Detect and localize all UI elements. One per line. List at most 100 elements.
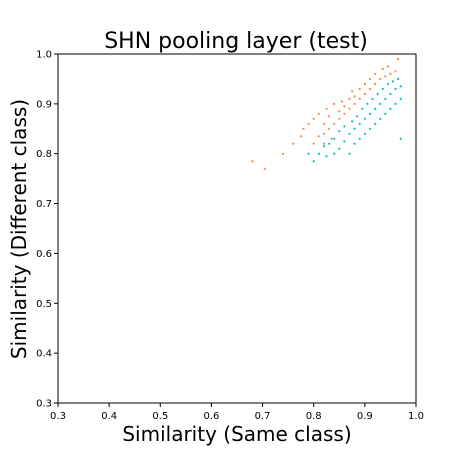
scatter-point bbox=[312, 142, 315, 145]
scatter-point bbox=[322, 132, 325, 135]
scatter-point bbox=[356, 115, 359, 118]
scatter-point bbox=[376, 92, 379, 95]
scatter-point bbox=[358, 87, 361, 90]
y-axis-ticks: 0.3 0.4 0.5 0.6 0.7 0.8 0.9 1.0 bbox=[36, 50, 58, 410]
scatter-point bbox=[386, 65, 389, 68]
scatter-point bbox=[358, 122, 361, 125]
x-tick-label: 0.4 bbox=[101, 411, 117, 422]
scatter-point bbox=[363, 132, 366, 135]
scatter-point bbox=[338, 147, 341, 150]
scatter-point bbox=[394, 102, 397, 105]
scatter-point bbox=[292, 142, 295, 145]
scatter-point bbox=[333, 152, 336, 155]
scatter-point bbox=[353, 95, 356, 98]
scatter-point bbox=[317, 152, 320, 155]
y-tick-label: 0.6 bbox=[36, 249, 52, 260]
x-tick-label: 0.6 bbox=[203, 411, 219, 422]
scatter-point bbox=[363, 92, 366, 95]
scatter-point bbox=[368, 127, 372, 130]
x-tick-label: 0.5 bbox=[152, 411, 168, 422]
scatter-point bbox=[361, 107, 364, 110]
scatter-point bbox=[343, 105, 346, 108]
y-tick-label: 1.0 bbox=[36, 50, 52, 61]
scatter-point bbox=[381, 87, 384, 90]
scatter-point bbox=[397, 57, 400, 61]
scatter-point bbox=[330, 137, 333, 140]
scatter-point bbox=[322, 142, 325, 145]
y-tick-label: 0.4 bbox=[36, 349, 52, 360]
scatter-point bbox=[328, 142, 331, 145]
scatter-point bbox=[302, 127, 305, 130]
y-tick-label: 0.9 bbox=[36, 99, 52, 110]
scatter-point bbox=[338, 110, 341, 113]
scatter-point bbox=[381, 67, 384, 71]
scatter-point bbox=[363, 82, 366, 85]
scatter-point bbox=[317, 112, 320, 115]
chart-title: SHN pooling layer (test) bbox=[104, 29, 368, 54]
scatter-point bbox=[389, 107, 392, 110]
scatter-point bbox=[333, 122, 336, 125]
scatter-point bbox=[363, 117, 366, 120]
scatter-point bbox=[312, 117, 315, 120]
scatter-point bbox=[353, 142, 356, 145]
scatter-point bbox=[264, 167, 267, 170]
scatter-point bbox=[389, 92, 392, 95]
scatter-point bbox=[379, 77, 382, 80]
y-tick-label: 0.5 bbox=[36, 299, 52, 310]
scatter-point bbox=[399, 85, 402, 88]
scatter-point bbox=[348, 97, 351, 100]
x-axis-ticks: 0.3 0.4 0.5 0.6 0.7 0.8 0.9 1.0 bbox=[50, 403, 424, 422]
scatter-point bbox=[312, 160, 315, 163]
scatter-point bbox=[389, 72, 392, 75]
scatter-point bbox=[343, 140, 346, 143]
scatter-point bbox=[328, 115, 331, 118]
scatter-point bbox=[343, 112, 346, 115]
scatter-point bbox=[353, 127, 356, 130]
scatter-point bbox=[394, 87, 397, 90]
scatter-point bbox=[325, 155, 328, 158]
scatter-point bbox=[322, 122, 325, 125]
scatter-point bbox=[351, 120, 354, 123]
scatter-point bbox=[368, 87, 372, 90]
x-tick-label: 0.7 bbox=[255, 411, 271, 422]
scatter-point bbox=[251, 160, 254, 163]
scatter-point bbox=[343, 125, 346, 128]
scatter-point bbox=[328, 127, 331, 130]
scatter-point bbox=[399, 137, 402, 140]
scatter-point bbox=[368, 112, 372, 115]
x-tick-label: 1.0 bbox=[408, 411, 424, 422]
scatter-point bbox=[397, 77, 400, 80]
scatter-point bbox=[386, 82, 389, 85]
scatter-point bbox=[399, 97, 402, 100]
scatter-point bbox=[333, 137, 336, 140]
x-axis-label: Similarity (Same class) bbox=[122, 422, 351, 446]
scatter-point bbox=[384, 97, 387, 100]
scatter-point bbox=[366, 102, 369, 105]
scatter-point bbox=[368, 77, 372, 80]
y-axis-label: Similarity (Different class) bbox=[7, 99, 31, 359]
scatter-point bbox=[374, 107, 377, 110]
scatter-point bbox=[325, 107, 328, 110]
scatter-point bbox=[394, 70, 397, 73]
scatter-point bbox=[333, 102, 336, 105]
scatter-point bbox=[340, 100, 343, 103]
scatter-point bbox=[371, 97, 374, 100]
scatter-point bbox=[299, 135, 302, 138]
points-layer bbox=[251, 57, 402, 170]
scatter-point bbox=[281, 152, 285, 155]
scatter-point bbox=[384, 112, 387, 115]
scatter-point bbox=[358, 97, 361, 100]
y-tick-label: 0.7 bbox=[36, 199, 52, 210]
scatter-point bbox=[348, 152, 351, 155]
scatter-point bbox=[374, 72, 377, 75]
x-tick-label: 0.9 bbox=[357, 411, 373, 422]
scatter-point bbox=[374, 122, 377, 125]
y-tick-label: 0.8 bbox=[36, 149, 52, 160]
scatter-point bbox=[338, 117, 341, 120]
scatter-point bbox=[338, 130, 341, 133]
scatter-point bbox=[358, 137, 361, 140]
scatter-point bbox=[353, 102, 356, 105]
scatter-point bbox=[374, 82, 377, 85]
scatter-point bbox=[351, 90, 354, 93]
